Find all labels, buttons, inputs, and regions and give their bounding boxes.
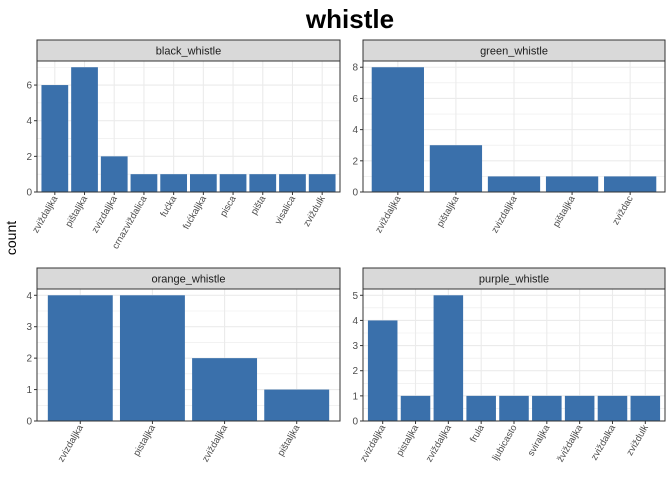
y-tick-label: 4 [26,291,32,302]
bar [499,395,529,421]
bar [119,295,185,421]
x-tick-label: zviždulk [301,194,328,229]
x-tick-label: fućkaljka [181,193,209,231]
y-tick-label: 0 [352,417,358,428]
bar [400,395,431,421]
y-tick-label: 2 [26,354,32,365]
bar [532,395,562,421]
bar [466,395,496,421]
x-tick-label: žviždaljka [555,422,585,464]
bar [249,174,277,192]
facet-strip-label: purple_whistle [479,274,549,286]
y-tick-label: 6 [352,94,358,105]
x-tick-label: zviždac [610,194,635,227]
bar [429,145,483,192]
x-tick-label: sviraljka [526,422,553,458]
chart-title: whistle [305,4,394,34]
bar [279,174,306,192]
x-tick-label: pištaljka [551,193,578,229]
bar [564,395,595,421]
x-tick-label: zviždaljka [30,193,60,235]
bar [41,85,69,192]
x-tick-label: zviždaljka [200,422,230,464]
x-tick-label: pištaljka [435,193,462,229]
x-tick-label: zvizdaljka [358,422,388,464]
y-tick-label: 0 [26,188,32,199]
x-tick-label: pisca [218,193,239,218]
panel-border [36,288,341,422]
x-tick-label: pištaljka [63,193,90,229]
y-tick-label: 0 [352,188,358,199]
y-tick-label: 8 [352,63,358,74]
bar [47,295,113,421]
bar [219,174,247,192]
x-tick-label: zvizdaljka [90,193,120,235]
bar [130,174,158,192]
bar [192,358,258,421]
x-tick-label: fućka [158,193,179,219]
facet-strip-label: orange_whistle [152,274,226,286]
bar [189,174,217,192]
y-tick-label: 1 [26,385,32,396]
bar [630,395,661,421]
y-tick-label: 4 [352,316,358,327]
facet-strip-label: green_whistle [480,46,548,58]
y-tick-label: 2 [26,152,32,163]
y-tick-label: 4 [26,116,32,127]
facet-panel: black_whistle 0 2 4 6 zviždaljka pištaljka zviz… [26,39,341,251]
x-tick-label: zviždulk [624,423,651,458]
bar [160,174,188,192]
x-tick-label: zvizdaljka [489,193,519,235]
y-axis-label: count [3,221,19,255]
y-tick-label: 1 [352,391,358,402]
bar [597,395,628,421]
bar [308,174,336,192]
facet-panel: orange_whistle 0 1 2 3 4 zvizdaljka pistaljka zv… [26,267,341,464]
x-tick-label: pištaljka [276,422,303,458]
bar [71,67,98,192]
x-tick-label: pistaljka [131,422,158,458]
bar [604,176,657,192]
x-tick-label: zviždalka [589,422,618,462]
bar [367,320,398,421]
x-tick-label: frula [468,422,487,444]
y-tick-label: 6 [26,81,32,92]
x-tick-label: zviždaljka [424,422,454,464]
bar [487,176,541,192]
y-tick-label: 0 [26,417,32,428]
bar [433,295,464,421]
y-tick-label: 5 [352,291,358,302]
x-tick-label: pistaljka [394,422,421,458]
x-tick-label: visalica [273,193,298,226]
y-tick-label: 2 [352,156,358,167]
y-tick-label: 3 [352,341,358,352]
bar [100,156,128,192]
y-tick-label: 2 [352,366,358,377]
facet-strip-label: black_whistle [156,46,221,58]
bar [264,389,330,421]
x-tick-label: ljubicasto [490,423,519,463]
y-tick-label: 4 [352,125,358,136]
x-tick-label: pišta [249,193,269,216]
y-tick-label: 3 [26,322,32,333]
x-tick-label: zvizdaljka [56,422,86,464]
x-tick-label: zviždaljka [373,193,403,235]
bar [371,67,424,192]
facet-panel: green_whistle 0 2 4 6 8 zviždaljka pištaljka zvi… [352,39,666,235]
panel-border [36,60,341,193]
bar [545,176,599,192]
